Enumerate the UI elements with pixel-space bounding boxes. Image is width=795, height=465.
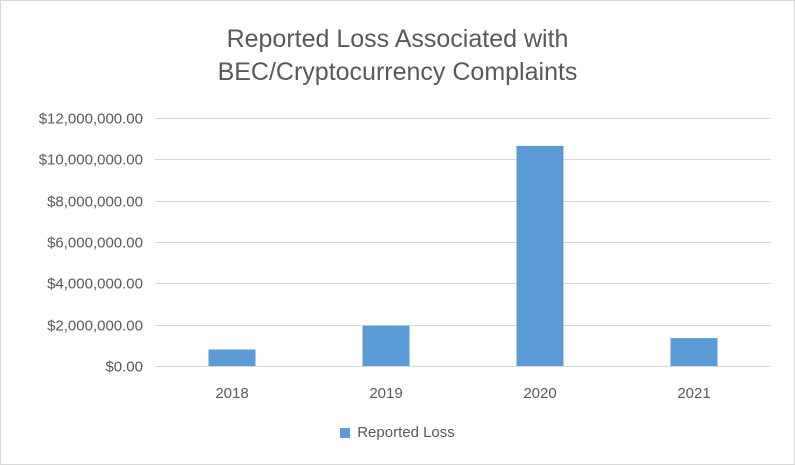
chart-title-line-1: Reported Loss Associated with — [226, 25, 569, 53]
y-axis-ticks: $0.00 $2,000,000.00 $4,000,000.00 $6,000,00… — [39, 111, 143, 376]
y-tick-label: $12,000,000.00 — [39, 111, 143, 128]
y-tick-label: $2,000,000.00 — [47, 318, 143, 335]
y-tick-label: $10,000,000.00 — [39, 152, 143, 169]
x-axis-ticks: 2018 2019 2020 2021 — [215, 385, 710, 402]
x-tick-label: 2018 — [215, 385, 248, 402]
gridlines — [155, 118, 771, 367]
chart-title-line-2: BEC/Cryptocurrency Complaints — [217, 58, 578, 86]
y-tick-label: $6,000,000.00 — [47, 235, 143, 252]
legend: Reported Loss — [1, 424, 794, 441]
chart-title: Reported Loss Associated with BEC/Crypto… — [1, 23, 794, 89]
bars — [208, 145, 718, 366]
legend-label: Reported Loss — [357, 424, 455, 441]
x-tick-label: 2019 — [369, 385, 402, 402]
bar-2020 — [516, 145, 564, 366]
bar-2019 — [362, 325, 410, 366]
legend-swatch — [340, 427, 351, 438]
y-tick-label: $8,000,000.00 — [47, 194, 143, 211]
y-tick-label: $0.00 — [105, 359, 143, 376]
x-tick-label: 2020 — [523, 385, 556, 402]
x-tick-label: 2021 — [677, 385, 710, 402]
bar-2018 — [208, 349, 256, 366]
y-tick-label: $4,000,000.00 — [47, 276, 143, 293]
bar-2021 — [670, 338, 718, 366]
